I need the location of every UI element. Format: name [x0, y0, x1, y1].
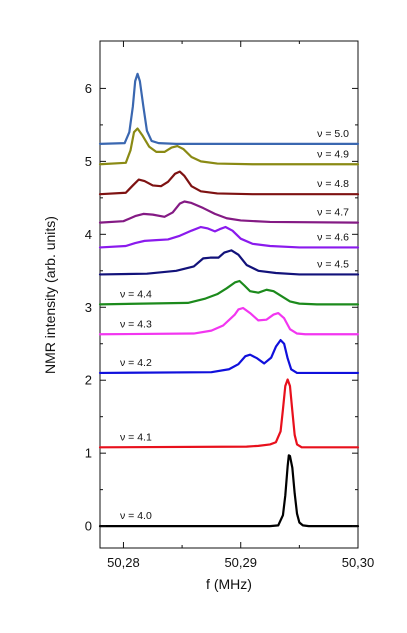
series-line	[98, 279, 360, 306]
series-label: ν = 4.3	[120, 318, 152, 330]
x-tick-label: 50,29	[224, 555, 257, 570]
series-line	[98, 72, 360, 145]
y-tick-label: 6	[85, 81, 92, 96]
series-group	[98, 72, 360, 528]
series-line	[98, 225, 360, 249]
series-label: ν = 4.4	[120, 288, 152, 300]
series-labels: ν = 4.0 ν = 4.1 ν = 4.2 ν = 4.3 ν = 4.4 ν = 4…	[120, 128, 349, 522]
x-axis-ticks: 50,28 50,29 50,30	[107, 41, 374, 570]
y-tick-label: 2	[85, 373, 92, 388]
y-tick-label: 5	[85, 154, 92, 169]
series-line	[98, 306, 360, 336]
y-tick-label: 1	[85, 446, 92, 461]
series-label: ν = 4.1	[120, 431, 152, 443]
series-label: ν = 4.2	[120, 357, 152, 369]
series-line	[98, 249, 360, 276]
series-line	[98, 338, 360, 375]
series-label: ν = 4.7	[317, 207, 349, 219]
x-tick-label: 50,30	[342, 555, 375, 570]
series-label: ν = 5.0	[317, 128, 349, 140]
y-tick-label: 0	[85, 519, 92, 534]
series-line	[98, 200, 360, 224]
series-label: ν = 4.6	[317, 231, 349, 243]
series-label: ν = 4.8	[317, 178, 349, 190]
series-label: ν = 4.0	[120, 510, 152, 522]
series-label: ν = 4.9	[317, 148, 349, 160]
x-axis-title: f (MHz)	[206, 576, 252, 592]
y-axis-ticks: 0 1 2 3 4 5 6	[85, 81, 358, 534]
series-line	[98, 170, 360, 196]
series-line	[98, 378, 360, 449]
x-tick-label: 50,28	[107, 555, 140, 570]
y-tick-label: 3	[85, 300, 92, 315]
y-axis-title: NMR intensity (arb. units)	[42, 216, 58, 374]
plot-frame	[99, 40, 359, 549]
y-tick-label: 4	[85, 227, 92, 242]
series-line	[98, 454, 360, 528]
series-line	[98, 127, 360, 166]
series-label: ν = 4.5	[317, 258, 349, 270]
